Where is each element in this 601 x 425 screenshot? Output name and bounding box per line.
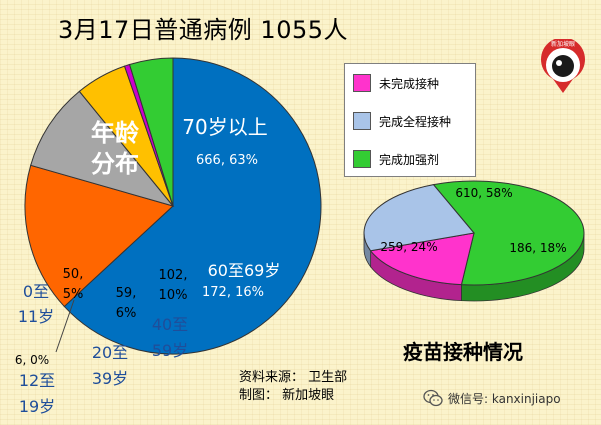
slice-data-label: 60至69岁 bbox=[208, 261, 281, 280]
slice-data-label: 610, 58% bbox=[455, 186, 512, 200]
slice-data-label: 666, 63% bbox=[196, 153, 258, 168]
slice-category-label: 11岁 bbox=[18, 307, 54, 326]
legend-label: 完成全程接种 bbox=[379, 114, 452, 129]
chart-legend: 未完成接种完成全程接种 完成加强剂 bbox=[344, 63, 476, 177]
wechat-id-text: 微信号: kanxinjiapo bbox=[448, 391, 561, 406]
slice-data-label: 102, bbox=[159, 268, 188, 283]
newspaper-logo-icon: 新加坡眼 bbox=[541, 39, 585, 93]
slice-category-label: 19岁 bbox=[19, 397, 55, 416]
slice-category-label: 20至 bbox=[92, 343, 128, 362]
wechat-watermark: 微信号: kanxinjiapo bbox=[423, 388, 561, 408]
slice-data-label: 259, 24% bbox=[380, 240, 437, 254]
slice-category-label: 59岁 bbox=[152, 341, 188, 360]
slice-data-label: 50, bbox=[63, 267, 84, 282]
legend-swatch bbox=[353, 74, 371, 92]
chart-title: 3月17日普通病例 1055人 bbox=[58, 16, 349, 44]
slice-data-label: 59, bbox=[116, 286, 137, 301]
slice-data-label: 70岁以上 bbox=[182, 115, 267, 139]
credit-line: 制图： 新加坡眼 bbox=[239, 388, 335, 403]
slice-category-label: 12至 bbox=[19, 371, 55, 390]
pie-slice bbox=[369, 232, 475, 286]
slice-data-label: 6% bbox=[116, 306, 137, 321]
legend-swatch bbox=[353, 150, 371, 168]
pie-slice bbox=[63, 57, 322, 355]
legend-label: 完成加强剂 bbox=[379, 152, 440, 167]
pie-slice bbox=[30, 90, 175, 207]
legend-item: 完成全程接种 bbox=[353, 112, 451, 130]
wechat-icon bbox=[423, 389, 443, 407]
legend-swatch bbox=[353, 112, 371, 130]
slice-data-label: 172, 16% bbox=[202, 285, 264, 300]
source-line: 资料来源： 卫生部 bbox=[239, 370, 348, 385]
pie-slice bbox=[432, 180, 585, 286]
slice-category-label: 0至 bbox=[23, 282, 49, 301]
legend-label: 未完成接种 bbox=[379, 76, 440, 91]
leader-line bbox=[55, 299, 75, 353]
vaccination-title: 疫苗接种情况 bbox=[403, 340, 523, 364]
pie-slice bbox=[363, 184, 475, 252]
slice-data-label: 10% bbox=[159, 288, 188, 303]
legend-item: 未完成接种 bbox=[353, 74, 439, 92]
slice-category-label: 6, 0% bbox=[15, 353, 49, 367]
pie-slice bbox=[128, 57, 174, 207]
slice-category-label: 40至 bbox=[152, 315, 188, 334]
pie-slice bbox=[24, 164, 174, 308]
slice-category-label: 39岁 bbox=[92, 369, 128, 388]
slice-data-label: 5% bbox=[63, 287, 84, 302]
slice-data-label: 186, 18% bbox=[509, 241, 566, 255]
pie-center-label: 分布 bbox=[91, 150, 139, 178]
svg-text:新加坡眼: 新加坡眼 bbox=[551, 40, 575, 48]
pie-center-label: 年龄 bbox=[91, 119, 140, 147]
legend-item: 完成加强剂 bbox=[353, 150, 439, 168]
